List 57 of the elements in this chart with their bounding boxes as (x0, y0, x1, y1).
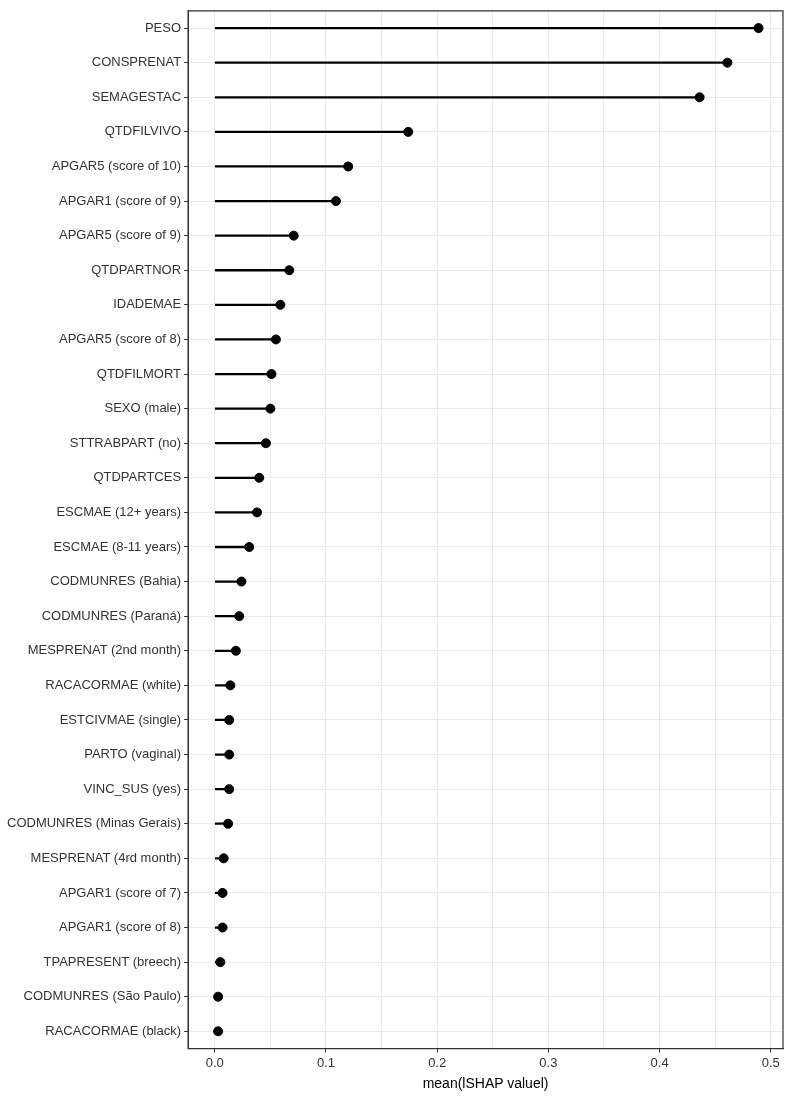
point (217, 887, 228, 898)
x-tick-label: 0.2 (428, 1054, 447, 1070)
y-tick-label: TPAPRESENT (breech) (43, 953, 182, 969)
x-tick-label: 0.3 (539, 1054, 558, 1070)
point (284, 265, 295, 276)
y-tick-label: RACACORMAE (white) (45, 676, 182, 692)
y-tick-label: CODMUNRES (Bahia) (50, 573, 182, 589)
point (244, 542, 255, 552)
y-tick-label: APGAR1 (score of 9) (58, 192, 182, 208)
point (213, 991, 224, 1002)
y-tick-label: QTDFILVIVO (104, 123, 182, 139)
point (260, 438, 271, 449)
point (213, 1026, 224, 1037)
y-tick-label: APGAR1 (score of 7) (58, 884, 182, 900)
y-tick-label: QTDFILMORT (96, 365, 182, 381)
x-tick-label: 0.5 (761, 1054, 780, 1070)
y-tick-label: CONSPRENAT (91, 54, 182, 70)
y-tick-label: ESTCIVMAE (single) (59, 711, 182, 727)
y-tick-label: MESPRENAT (2nd month) (27, 642, 182, 658)
y-tick-label: STTRABPART (no) (69, 434, 182, 450)
x-tick-label: 0.1 (316, 1054, 335, 1070)
y-tick-label: CODMUNRES (São Paulo) (23, 988, 182, 1004)
y-tick-label: PESO (144, 19, 182, 35)
y-tick-label: APGAR1 (score of 8) (58, 919, 182, 935)
y-tick-label: CODMUNRES (Minas Gerais) (6, 815, 182, 831)
y-tick-label: QTDPARTCES (93, 469, 182, 485)
x-tick-label: 0.0 (205, 1054, 224, 1070)
y-tick-label: ESCMAE (8-11 years) (53, 538, 182, 554)
y-tick-label: SEXO (male) (104, 400, 182, 416)
y-tick-label: VINC_SUS (yes) (83, 780, 182, 796)
y-tick-label: APGAR5 (score of 9) (58, 227, 182, 243)
y-tick-label: MESPRENAT (4rd month) (30, 849, 182, 865)
point (266, 369, 277, 380)
x-axis-title: mean(lSHAP valuel) (422, 1075, 549, 1092)
y-tick-label: CODMUNRES (Paraná) (41, 607, 182, 623)
y-tick-label: APGAR5 (score of 8) (58, 331, 182, 347)
point (215, 957, 226, 968)
point (694, 92, 705, 103)
point (753, 23, 764, 34)
point (224, 714, 235, 725)
point (234, 611, 245, 622)
y-tick-label: SEMAGESTAC (91, 88, 182, 104)
y-tick-label: ESCMAE (12+ years) (56, 503, 182, 519)
point (230, 645, 241, 656)
y-tick-label: APGAR5 (score of 10) (51, 158, 182, 174)
point (403, 126, 414, 137)
point (223, 818, 234, 829)
point (288, 230, 299, 241)
point (218, 853, 229, 864)
point (330, 196, 341, 207)
y-tick-label: IDADEMAE (113, 296, 182, 312)
x-tick-label: 0.4 (650, 1054, 669, 1070)
point (224, 784, 235, 795)
y-tick-label: PARTO (vaginal) (84, 746, 182, 762)
y-tick-label: RACACORMAE (black) (45, 1022, 182, 1038)
y-tick-label: QTDPARTNOR (91, 261, 182, 277)
point (254, 472, 265, 483)
